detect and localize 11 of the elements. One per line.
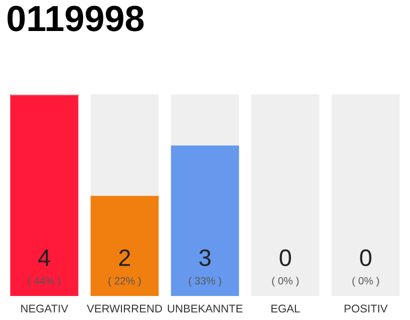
x-tick-label: NEGATIV [21, 304, 68, 312]
x-tick-label: VERWIRREND [86, 304, 162, 312]
data-label: 4 ( 44% ) [28, 250, 60, 287]
x-tick-label: EGAL [271, 304, 300, 312]
data-label: 0 ( 0% ) [272, 249, 299, 287]
data-label: 2 ( 22% ) [108, 249, 141, 287]
chart-title: 0119998 [8, 6, 144, 32]
x-tick-label: UNBEKANNTE [168, 304, 242, 312]
data-label: 0 ( 0% ) [352, 249, 379, 287]
x-tick-label: POSITIV [344, 304, 388, 312]
data-label: 3 ( 33% ) [188, 249, 222, 287]
